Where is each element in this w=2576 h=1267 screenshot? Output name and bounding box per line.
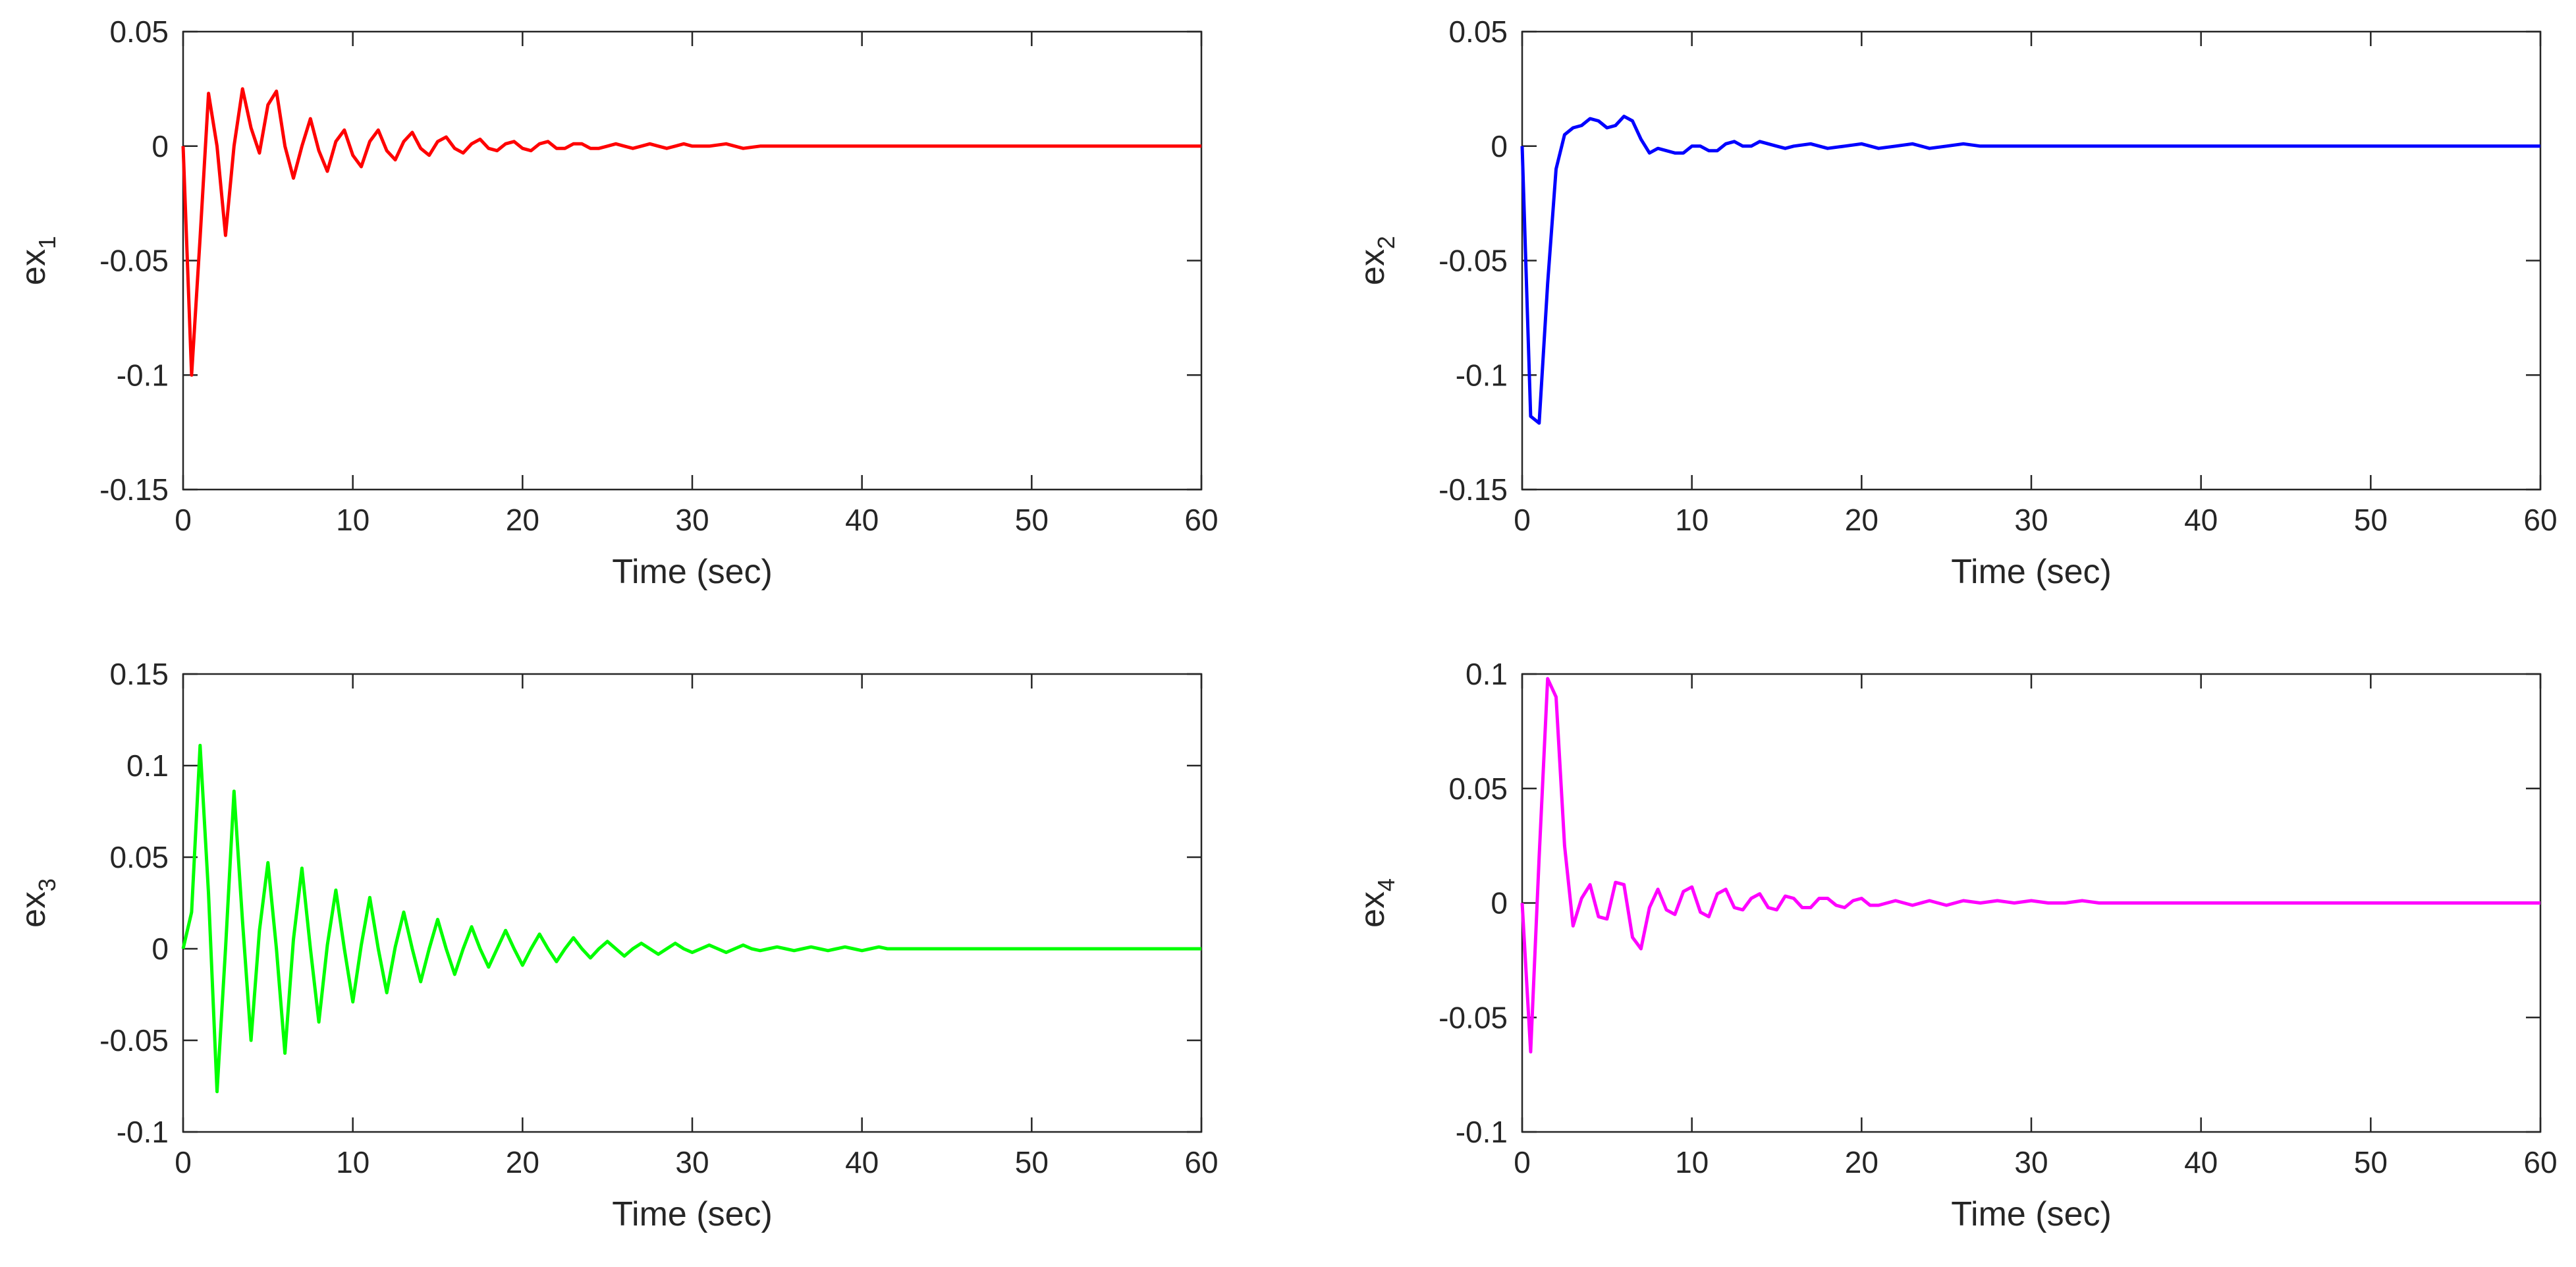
series-line-ex1 (181, 87, 1201, 377)
x-tick-label: 20 (506, 503, 539, 537)
x-tick-label: 20 (1845, 1145, 1878, 1179)
y-tick-label: 0 (1491, 886, 1508, 920)
x-axis-label: Time (sec) (1951, 1195, 2112, 1233)
y-tick-label: -0.05 (1439, 1000, 1508, 1034)
x-tick-label: 50 (2354, 1145, 2388, 1179)
x-tick-label: 0 (175, 503, 192, 537)
y-tick-label: -0.1 (117, 1115, 169, 1149)
x-tick-label: 10 (1675, 1145, 1709, 1179)
y-tick-label: 0.15 (109, 657, 169, 691)
x-tick-label: 40 (2184, 503, 2218, 537)
x-tick-label: 40 (2184, 1145, 2218, 1179)
panel-ex4: 0 10 20 30 40 50 60 -0.1 -0.05 0 0.05 0.1 Time (sec)… (1354, 657, 2558, 1233)
y-axis-label-subscript: 4 (1373, 878, 1400, 891)
y-tick-label: -0.15 (1439, 472, 1508, 507)
x-tick-label: 10 (336, 503, 370, 537)
x-axis-label: Time (sec) (612, 1195, 773, 1233)
y-tick-label: 0.05 (1448, 14, 1508, 49)
y-tick-label: -0.1 (1456, 1115, 1508, 1149)
y-tick-label: -0.1 (1456, 358, 1508, 392)
y-tick-label: -0.05 (99, 1023, 169, 1057)
axes-frame (1521, 30, 2542, 491)
y-axis-label: ex3 (14, 878, 61, 928)
y-tick-label: 0.1 (126, 748, 169, 783)
y-axis-label-main: ex (1354, 249, 1392, 285)
y-tick-label: 0.1 (1466, 657, 1508, 691)
y-tick-label: 0.05 (1448, 772, 1508, 806)
y-tick-label: 0 (151, 129, 169, 163)
panel-ex1: 0 10 20 30 40 50 60 -0.15 -0.1 -0.05 0 0.05 Time (se… (14, 14, 1219, 591)
x-tick-label: 60 (1184, 1145, 1218, 1179)
series-line-ex4 (1520, 677, 2540, 1054)
y-tick-label: 0 (1491, 129, 1508, 163)
x-tick-label: 60 (2523, 503, 2557, 537)
x-tick-label: 10 (1675, 503, 1709, 537)
x-tick-label: 30 (2014, 1145, 2048, 1179)
y-tick-label: -0.1 (117, 358, 169, 392)
panel-ex3: 0 10 20 30 40 50 60 -0.1 -0.05 0 0.05 0.1 0.15 Time (… (14, 657, 1219, 1233)
x-tick-label: 40 (845, 1145, 879, 1179)
series-line-ex3 (181, 743, 1201, 1094)
y-tick-label: -0.05 (1439, 244, 1508, 278)
x-tick-label: 20 (1845, 503, 1878, 537)
panel-ex2: 0 10 20 30 40 50 60 -0.15 -0.1 -0.05 0 0.05 Time (se… (1354, 14, 2558, 591)
y-axis-label-subscript: 2 (1373, 236, 1400, 249)
x-tick-label: 40 (845, 503, 879, 537)
y-axis-label-main: ex (14, 249, 53, 285)
x-tick-label: 50 (1015, 503, 1049, 537)
y-axis-label-subscript: 3 (34, 878, 61, 891)
x-tick-label: 60 (1184, 503, 1218, 537)
y-axis-label-main: ex (1354, 891, 1392, 928)
x-tick-label: 60 (2523, 1145, 2557, 1179)
y-tick-label: 0.05 (109, 840, 169, 874)
x-axis-label: Time (sec) (612, 553, 773, 591)
x-tick-label: 30 (2014, 503, 2048, 537)
x-tick-label: 0 (1514, 1145, 1531, 1179)
x-tick-label: 50 (2354, 503, 2388, 537)
x-tick-label: 0 (175, 1145, 192, 1179)
x-tick-label: 20 (506, 1145, 539, 1179)
y-axis-label: ex1 (14, 236, 61, 285)
x-tick-label: 50 (1015, 1145, 1049, 1179)
y-tick-label: -0.15 (99, 472, 169, 507)
x-tick-label: 30 (675, 503, 709, 537)
y-axis-label-main: ex (14, 891, 53, 928)
x-tick-label: 0 (1514, 503, 1531, 537)
y-tick-label: -0.05 (99, 244, 169, 278)
series-line-ex2 (1520, 115, 2540, 425)
x-tick-label: 30 (675, 1145, 709, 1179)
y-tick-label: 0 (151, 932, 169, 966)
axes-frame (182, 673, 1203, 1133)
y-axis-label: ex2 (1354, 236, 1400, 285)
y-axis-label: ex4 (1354, 878, 1400, 928)
y-tick-label: 0.05 (109, 14, 169, 49)
axes-frame (182, 30, 1203, 491)
x-tick-label: 10 (336, 1145, 370, 1179)
y-axis-label-subscript: 1 (34, 236, 61, 249)
x-axis-label: Time (sec) (1951, 553, 2112, 591)
